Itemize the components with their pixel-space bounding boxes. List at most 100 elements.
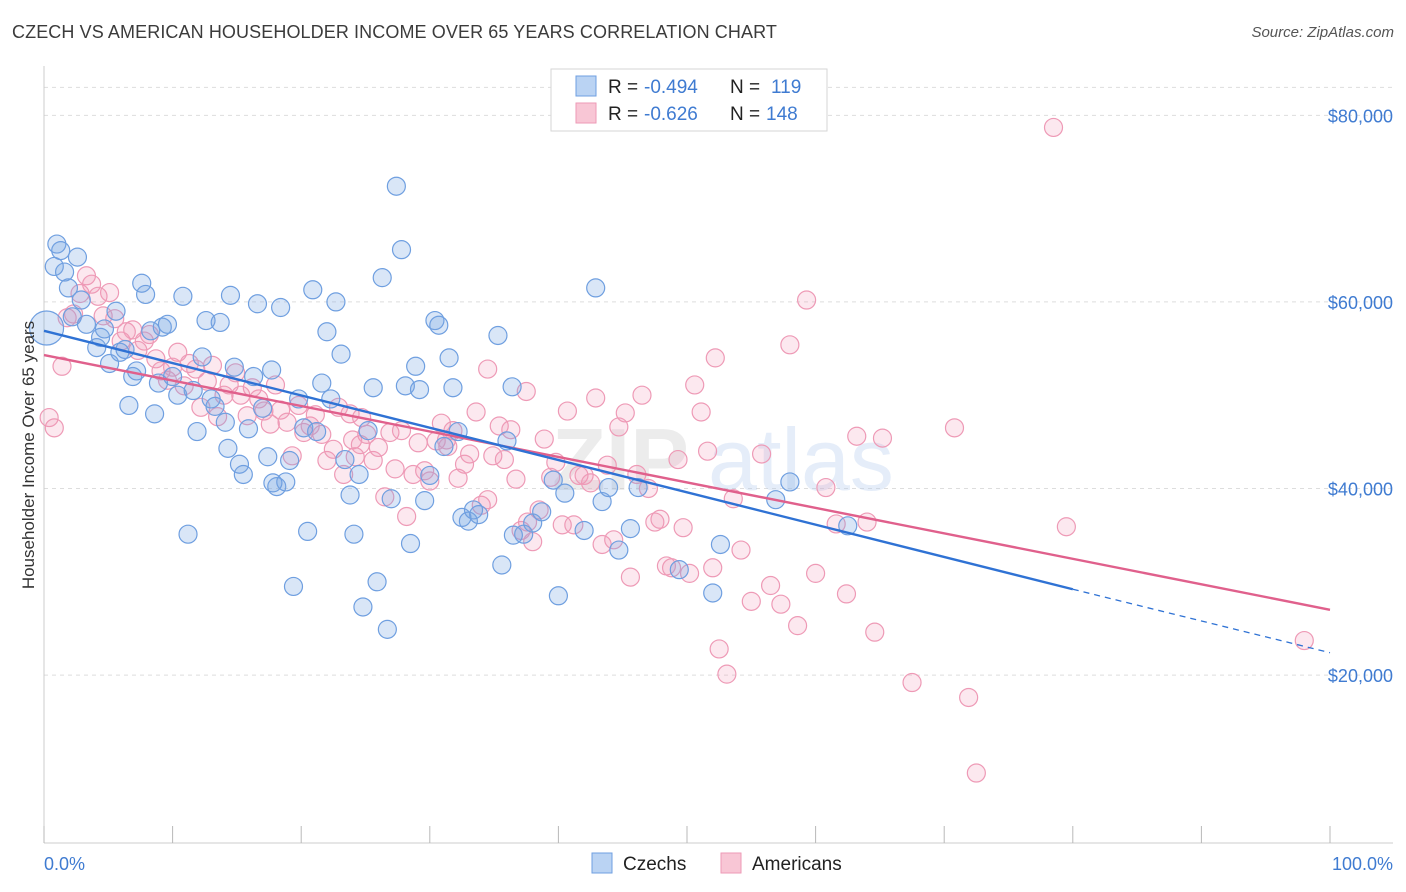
- american-point-10: [99, 282, 120, 303]
- czech-point-50: [271, 297, 291, 318]
- american-point-133: [865, 622, 885, 642]
- czech-point-57: [303, 280, 323, 300]
- american-point-74: [466, 402, 486, 422]
- american-point-2: [52, 356, 72, 376]
- american-point-114: [697, 441, 718, 461]
- czech-point-28: [168, 385, 188, 405]
- american-point-125: [787, 616, 808, 636]
- czech-point-113: [780, 472, 800, 492]
- czech-point-43: [238, 419, 259, 439]
- legend-r-value-americans: -0.626: [644, 104, 698, 125]
- american-point-111: [679, 563, 700, 583]
- american-point-22: [168, 342, 188, 362]
- american-point-128: [816, 477, 836, 498]
- bottom-legend-swatch-americans: [720, 852, 742, 874]
- american-point-16: [134, 331, 154, 351]
- czech-point-17: [119, 395, 139, 416]
- czech-point-82: [420, 465, 440, 486]
- american-point-89: [552, 515, 572, 535]
- american-point-134: [872, 428, 893, 448]
- czech-point-73: [377, 619, 397, 639]
- czech-point-102: [574, 520, 594, 541]
- czech-point-76: [391, 240, 412, 260]
- american-point-119: [731, 540, 751, 560]
- american-point-127: [805, 563, 826, 583]
- czech-point-69: [358, 421, 378, 441]
- czech-point-110: [703, 583, 723, 603]
- czech-point-14: [106, 301, 126, 321]
- american-point-87: [541, 467, 561, 487]
- axes: [43, 66, 1393, 844]
- czech-point-101: [555, 483, 575, 503]
- american-point-57: [368, 437, 388, 458]
- american-point-130: [836, 584, 857, 604]
- czech-point-3: [51, 240, 71, 261]
- chart-title: CZECH VS AMERICAN HOUSEHOLDER INCOME OVE…: [12, 22, 777, 42]
- american-point-80: [501, 420, 521, 440]
- czech-point-22: [141, 321, 161, 341]
- czech-point-64: [335, 449, 355, 470]
- american-point-100: [615, 403, 635, 423]
- american-point-86: [534, 429, 554, 449]
- american-point-122: [760, 575, 781, 596]
- american-point-95: [586, 388, 606, 408]
- czech-point-58: [307, 421, 327, 442]
- x-tick-min: 0.0%: [44, 854, 85, 874]
- american-point-1: [44, 418, 64, 438]
- american-point-78: [489, 416, 509, 436]
- czech-point-75: [386, 176, 406, 196]
- y-tick-label-3: $80,000: [1328, 106, 1393, 126]
- american-point-98: [604, 530, 624, 550]
- american-point-101: [620, 567, 641, 587]
- czech-point-98: [532, 502, 552, 522]
- czech-point-5: [58, 278, 79, 298]
- czech-point-29: [173, 286, 193, 306]
- trend-lines: [43, 329, 1331, 654]
- american-point-19: [151, 361, 171, 381]
- bottom-legend-czechs: Czechs: [623, 854, 686, 875]
- czech-point-78: [400, 533, 421, 554]
- trend-line-americans: [43, 353, 1331, 611]
- czech-point-34: [196, 310, 216, 331]
- czech-point-40: [224, 357, 244, 377]
- czech-point-115: [492, 555, 512, 575]
- czech-point-47: [258, 447, 278, 467]
- trend-line-czechs-extrapolated: [1072, 588, 1331, 654]
- american-point-63: [403, 464, 423, 485]
- american-point-0: [39, 407, 59, 428]
- american-point-91: [564, 515, 584, 535]
- czech-point-72: [372, 268, 392, 288]
- czech-point-99: [543, 470, 563, 490]
- czech-point-26: [157, 314, 178, 334]
- czech-point-21: [135, 284, 156, 305]
- american-point-60: [385, 459, 405, 479]
- american-point-126: [796, 290, 817, 310]
- american-point-7: [81, 274, 102, 294]
- czech-point-52: [280, 450, 300, 471]
- czech-point-23: [144, 404, 165, 424]
- american-point-11: [105, 309, 125, 329]
- american-point-116: [709, 639, 729, 659]
- bottom-legend-americans: Americans: [752, 854, 842, 875]
- czech-point-116: [263, 473, 283, 493]
- czech-point-77: [395, 376, 415, 396]
- legend-swatch-americans: [575, 102, 597, 124]
- legend-n-label-americans: N =: [730, 104, 760, 125]
- bottom-legend-swatch-czechs: [591, 852, 613, 874]
- czech-point-46: [253, 398, 273, 418]
- american-point-115: [703, 558, 723, 578]
- american-point-138: [959, 687, 979, 708]
- american-point-66: [420, 471, 440, 491]
- czech-point-68: [353, 597, 373, 617]
- american-point-71: [448, 468, 468, 488]
- american-point-62: [397, 506, 417, 527]
- american-point-38: [260, 414, 280, 434]
- american-point-137: [902, 672, 922, 693]
- american-point-64: [408, 433, 428, 453]
- legend-n-label-czechs: N =: [730, 77, 760, 98]
- american-point-110: [673, 518, 693, 538]
- czech-point-95: [502, 377, 522, 397]
- czech-point-7: [67, 247, 88, 267]
- american-point-135: [1043, 117, 1064, 138]
- czech-point-67: [349, 464, 369, 485]
